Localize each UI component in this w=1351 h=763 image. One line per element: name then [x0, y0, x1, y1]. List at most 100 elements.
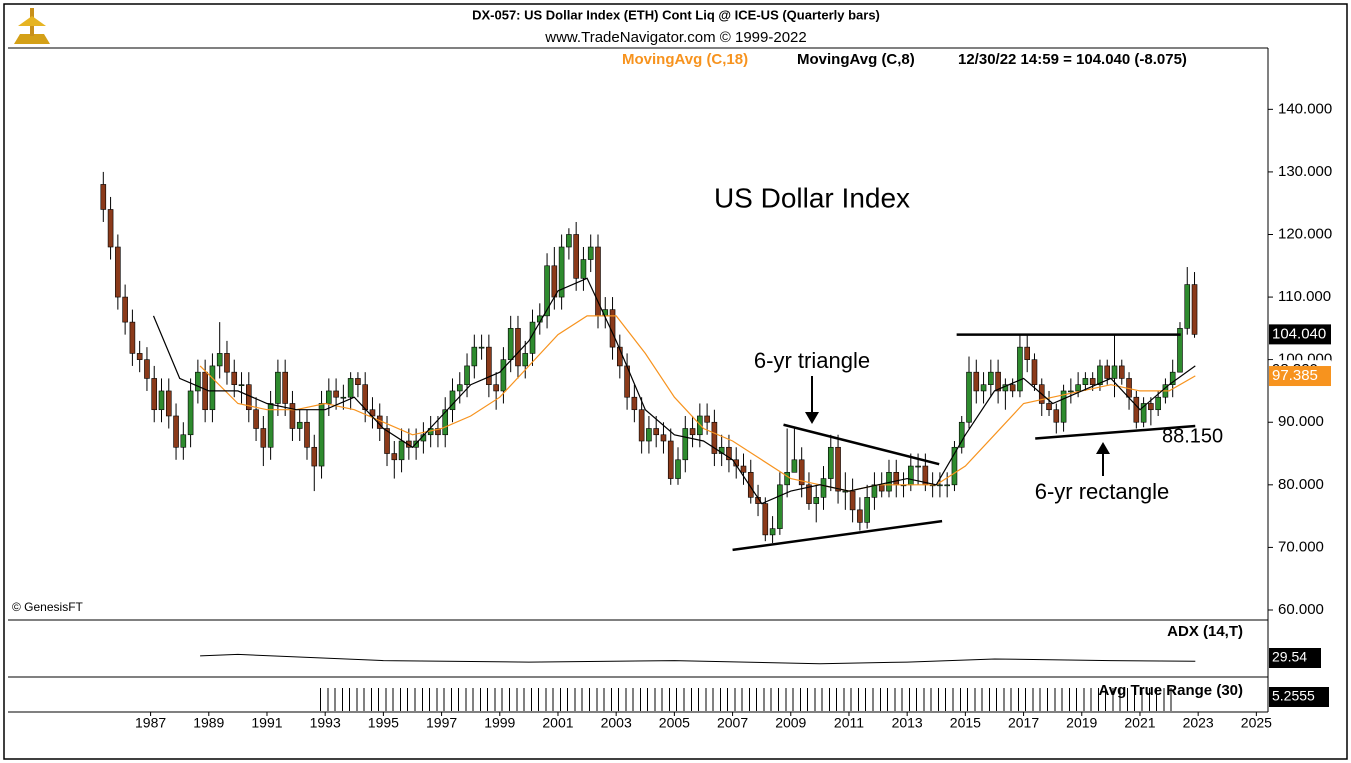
candle-body [827, 446, 834, 479]
candle-body [304, 421, 310, 448]
candle-body [238, 384, 245, 386]
y-tick-label: 60.000 [1278, 601, 1324, 618]
candle-body [1053, 409, 1060, 423]
x-tick-label: 2025 [1241, 715, 1272, 731]
candle-body [580, 259, 587, 279]
x-tick-label: 2013 [892, 715, 923, 731]
price-label: 97.385 [1272, 367, 1318, 384]
candle-body [355, 378, 361, 385]
atr-value-box [1269, 687, 1329, 707]
candle-body [442, 409, 449, 436]
candle-body [340, 396, 347, 399]
candle-body [864, 497, 870, 523]
y-tick-label: 90.000 [1278, 413, 1324, 430]
candle-body [173, 415, 179, 448]
candle-body [1177, 328, 1183, 373]
candle-body [762, 503, 769, 536]
candle-body [646, 428, 652, 442]
candle-body [296, 421, 303, 429]
candle-body [682, 428, 689, 461]
x-tick-label: 1987 [135, 715, 166, 731]
candle-body [216, 353, 223, 367]
price-label-box [1269, 366, 1331, 387]
candle-body [660, 434, 667, 442]
candle-body [115, 246, 121, 298]
candle-body [653, 428, 659, 436]
candle-body [282, 371, 288, 404]
candle-body [784, 472, 790, 486]
x-tick-label: 1995 [368, 715, 399, 731]
logo [14, 8, 50, 44]
annotation: 6-yr rectangle [1035, 479, 1170, 504]
candle-body [544, 265, 550, 317]
candle-body [144, 359, 150, 379]
trendline [732, 519, 943, 552]
candle-body [908, 465, 914, 486]
annotation: 6-yr triangle [754, 348, 870, 373]
candle-body [675, 459, 681, 479]
candle-body [515, 328, 521, 367]
arrow-head [1096, 442, 1110, 454]
candle-body [1082, 378, 1089, 385]
y-tick-label: 120.000 [1278, 225, 1332, 242]
y-tick-label: 140.000 [1278, 100, 1332, 117]
candle-body [318, 403, 325, 467]
candle-body [871, 484, 878, 498]
x-tick-label: 1999 [484, 715, 515, 731]
credit: © GenesisFT [12, 600, 84, 614]
candle-body [493, 384, 499, 392]
candle-body [1118, 365, 1125, 379]
y-tick-label: 70.000 [1278, 538, 1324, 555]
x-tick-label: 2019 [1066, 715, 1097, 731]
chart-title: DX-057: US Dollar Index (ETH) Cont Liq @… [472, 7, 880, 22]
candle-body [333, 390, 339, 398]
candle-body [1111, 365, 1118, 379]
x-tick-label: 1989 [193, 715, 224, 731]
candle-body [384, 428, 390, 454]
candle-body [326, 390, 332, 404]
x-tick-label: 2005 [659, 715, 690, 731]
candle-body [449, 390, 456, 411]
candle-body [1191, 284, 1198, 335]
candle-body [995, 371, 1001, 392]
candle-body [718, 446, 725, 454]
adx-label: ADX (14,T) [1167, 623, 1243, 640]
moving-average [152, 277, 1196, 505]
candle-body [980, 384, 987, 392]
candle-body [791, 459, 798, 473]
moving-average [199, 315, 1196, 492]
candle-body [391, 453, 398, 461]
candle-body [1184, 284, 1191, 329]
candle-body [398, 440, 405, 461]
candle-body [1097, 365, 1103, 385]
candle-body [275, 371, 281, 404]
arrow-head [805, 412, 819, 424]
candle-body [747, 472, 754, 498]
candle-body [456, 384, 463, 392]
candle-body [129, 321, 136, 354]
x-tick-label: 1997 [426, 715, 457, 731]
x-tick-label: 1993 [310, 715, 341, 731]
candle-body [478, 346, 485, 349]
candle-body [1133, 396, 1140, 423]
candle-body [1155, 396, 1161, 411]
candle-body [857, 509, 863, 523]
candle-body [362, 384, 368, 411]
candle-body [151, 378, 158, 411]
candle-body [820, 478, 827, 498]
price-label-box [1269, 324, 1331, 345]
y-tick-label: 110.000 [1278, 288, 1331, 305]
candle-body [1068, 390, 1074, 393]
candle-body [558, 246, 565, 298]
subtitle: www.TradeNavigator.com © 1999-2022 [544, 29, 806, 46]
candle-body [165, 390, 172, 417]
candle-body [878, 484, 885, 492]
candle-body [1024, 346, 1031, 360]
candle-body [522, 353, 529, 367]
trendline [783, 423, 940, 466]
candle-body [587, 246, 594, 260]
candle-body [500, 359, 507, 392]
candle-body [573, 234, 579, 279]
candle-body [122, 296, 128, 323]
